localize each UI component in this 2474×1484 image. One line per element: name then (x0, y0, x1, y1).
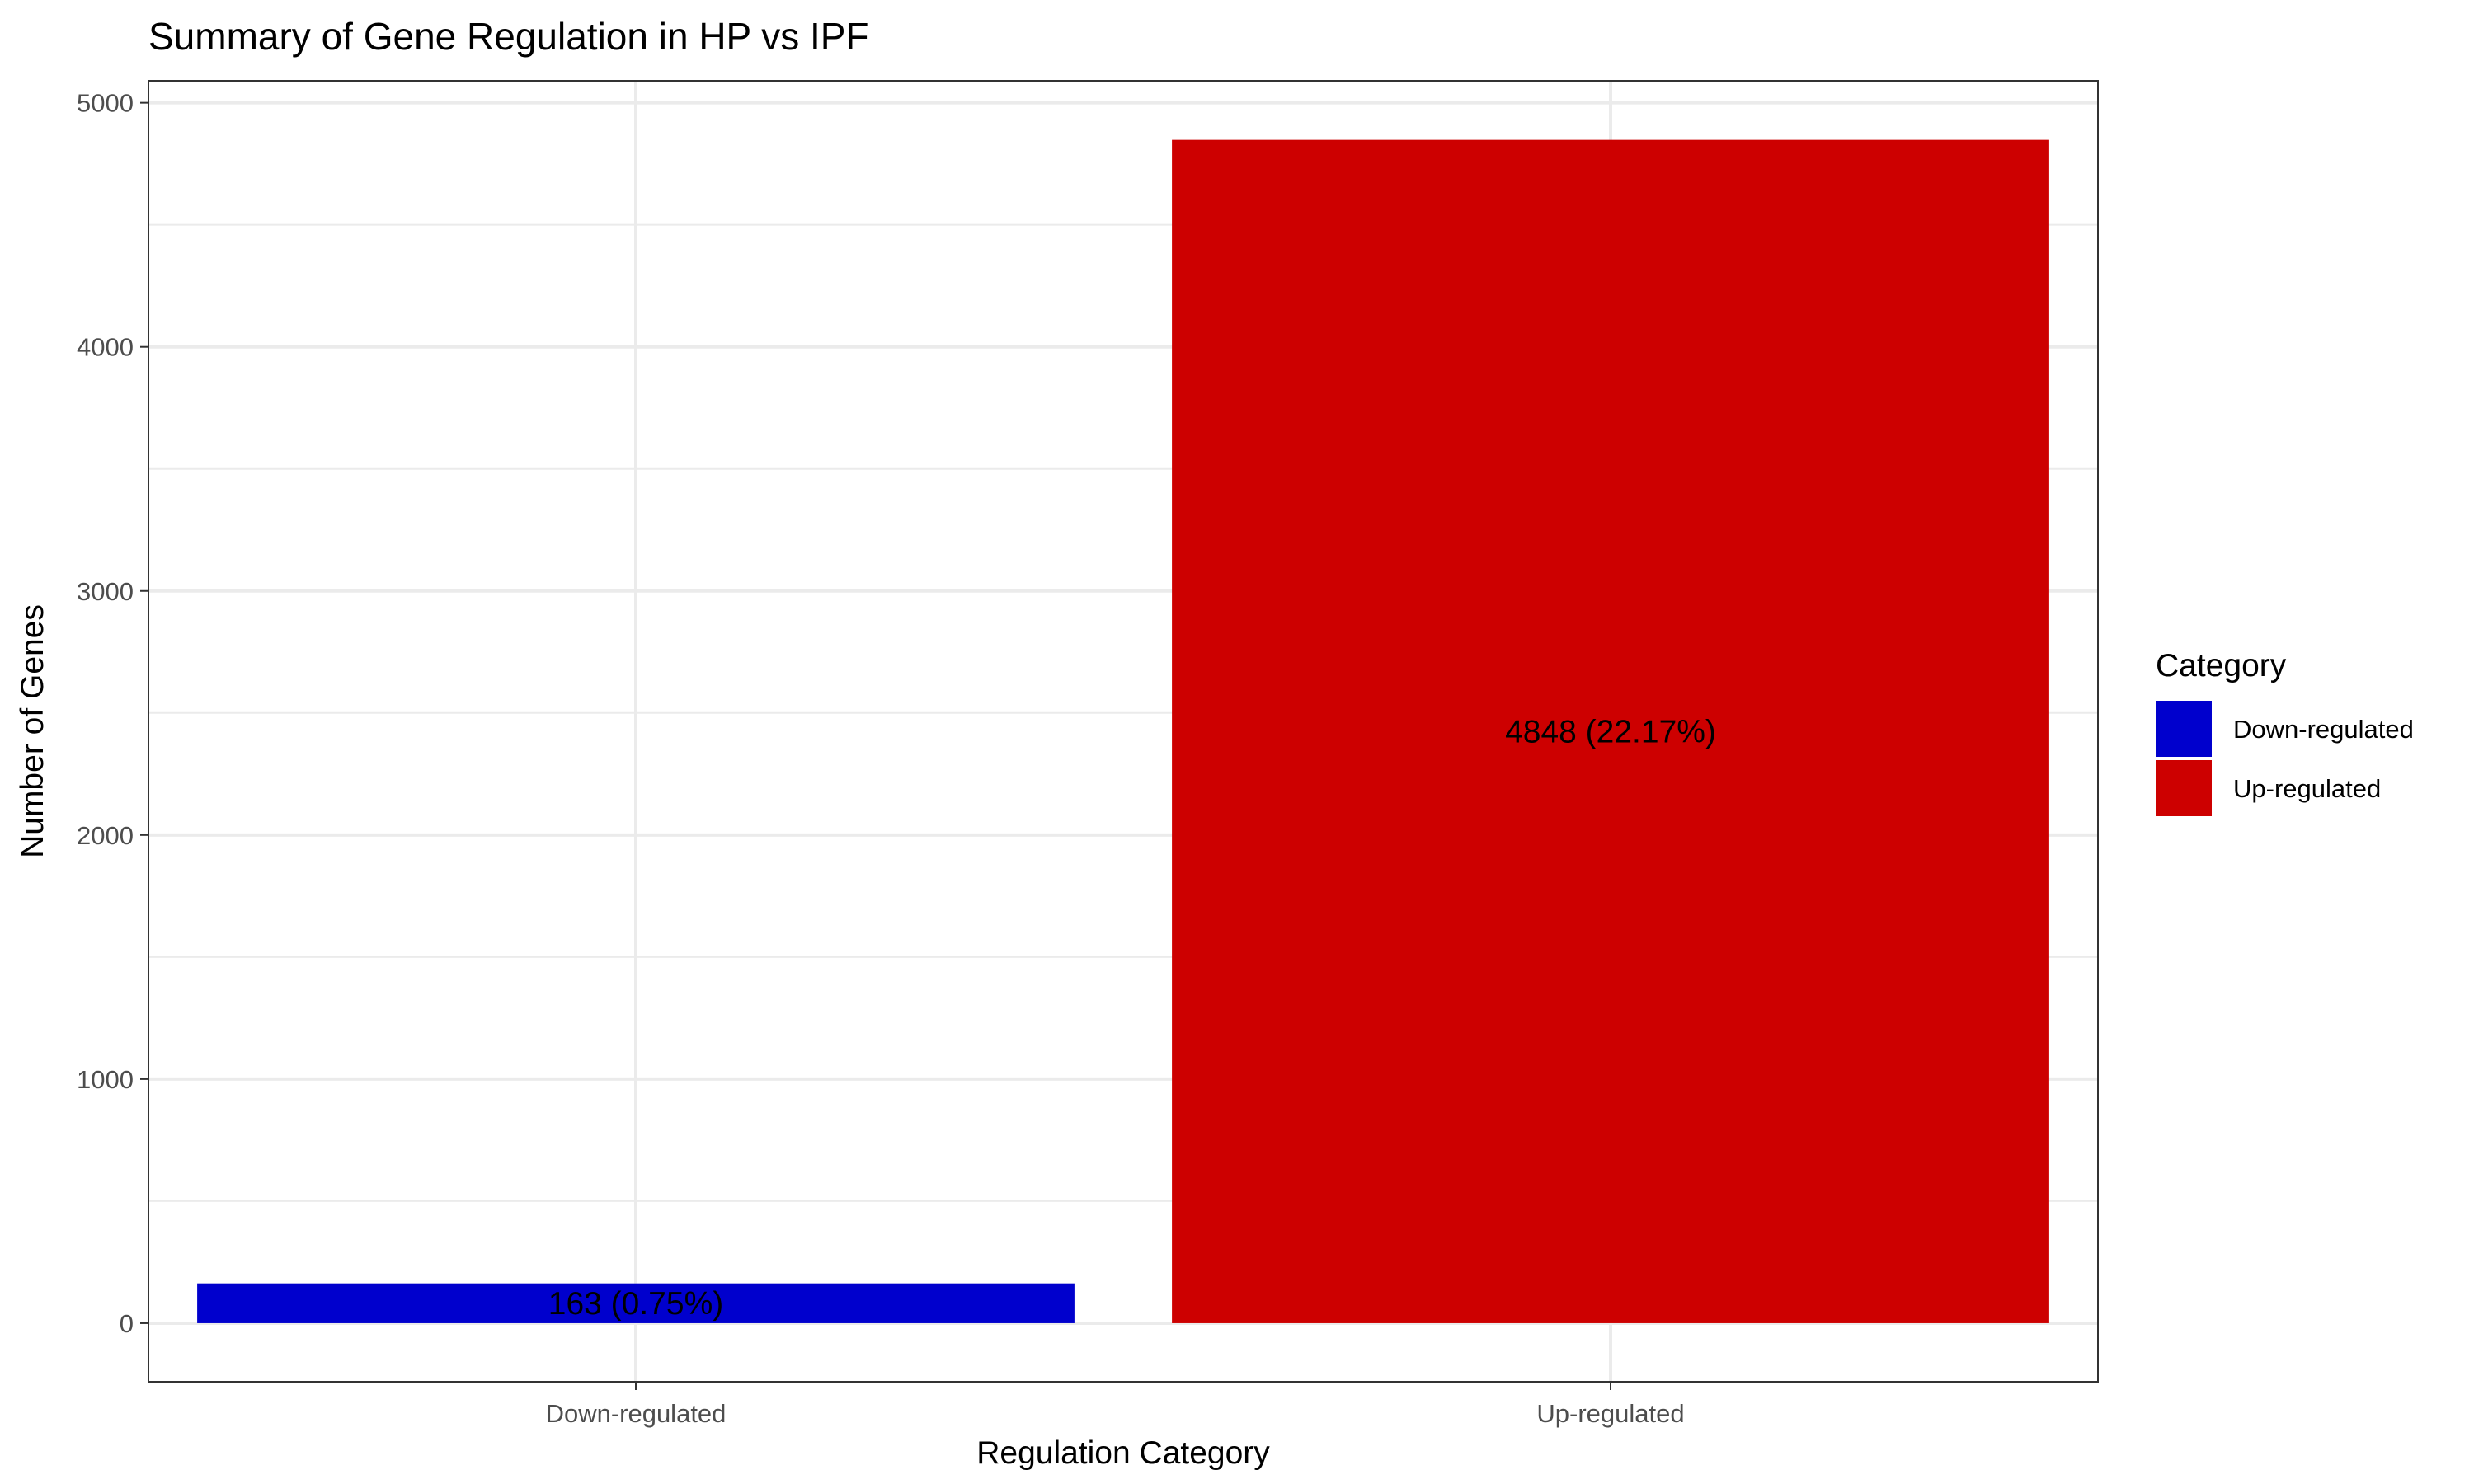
y-tick-label: 4000 (77, 333, 134, 362)
legend-title: Category (2156, 648, 2287, 683)
legend-key-up-regulated (2156, 760, 2212, 816)
data-label: 4848 (22.17%) (1505, 714, 1716, 749)
bars (197, 139, 2049, 1323)
y-tick-label: 2000 (77, 821, 134, 850)
y-tick-label: 0 (120, 1309, 134, 1338)
legend-items: Down-regulated Up-regulated (2156, 701, 2414, 816)
x-tick-label: Up-regulated (1536, 1399, 1684, 1428)
y-tick-label: 1000 (77, 1065, 134, 1094)
data-label: 163 (0.75%) (548, 1286, 723, 1322)
legend-label: Down-regulated (2233, 715, 2414, 744)
y-tick-label: 5000 (77, 89, 134, 118)
bar-down-regulated (197, 1283, 1075, 1323)
y-tick-label: 3000 (77, 577, 134, 606)
y-axis-title: Number of Genes (15, 604, 50, 858)
panel-border (148, 80, 2099, 1383)
bar-labels: 163 (0.75%) 4848 (22.17%) (548, 714, 1716, 1322)
legend-key-down-regulated (2156, 701, 2212, 757)
x-axis-title: Regulation Category (976, 1435, 1270, 1471)
chart-title: Summary of Gene Regulation in HP vs IPF (148, 15, 869, 58)
bar-up-regulated (1172, 139, 2049, 1323)
y-axis: 0 1000 2000 3000 4000 5000 (77, 89, 148, 1338)
legend-label: Up-regulated (2233, 774, 2381, 803)
plot-area: 163 (0.75%) 4848 (22.17%) (148, 80, 2099, 1383)
x-axis: Down-regulated Up-regulated (546, 1382, 1685, 1428)
legend: Category Down-regulated Up-regulated (2156, 648, 2414, 816)
x-tick-label: Down-regulated (546, 1399, 727, 1428)
